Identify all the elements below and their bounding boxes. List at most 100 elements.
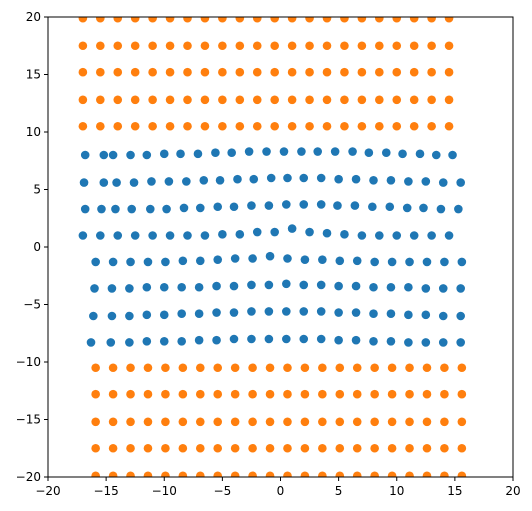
y-tick-label: −10 <box>16 355 41 369</box>
data-point <box>265 471 275 477</box>
data-point <box>422 389 432 399</box>
data-point <box>368 202 377 212</box>
data-point <box>91 389 100 399</box>
data-point <box>299 280 309 290</box>
data-point <box>113 67 123 77</box>
plot-area <box>48 17 513 477</box>
data-point <box>183 95 192 105</box>
data-point <box>264 201 274 210</box>
data-point <box>334 335 343 345</box>
data-point <box>427 17 436 23</box>
data-point <box>148 17 157 23</box>
data-point <box>159 337 169 346</box>
data-point <box>229 281 239 291</box>
data-point <box>233 174 242 184</box>
data-point <box>283 363 292 373</box>
data-point <box>178 443 188 453</box>
data-point <box>78 121 88 131</box>
data-point <box>127 204 136 214</box>
data-point <box>130 17 140 23</box>
data-point <box>305 41 314 51</box>
data-point <box>392 95 402 105</box>
data-point <box>357 41 367 51</box>
data-point <box>78 17 88 23</box>
y-tick-label: 10 <box>26 125 41 139</box>
data-point <box>182 177 191 186</box>
data-point <box>357 95 367 105</box>
data-point <box>148 121 157 131</box>
data-point <box>427 121 436 131</box>
data-point <box>80 150 90 160</box>
data-point <box>165 41 175 51</box>
data-point <box>444 121 454 131</box>
data-point <box>165 67 175 77</box>
data-point <box>179 203 189 213</box>
data-point <box>375 95 384 105</box>
data-point <box>212 308 221 317</box>
data-point <box>183 67 192 77</box>
data-point <box>375 67 384 77</box>
data-point <box>456 284 465 293</box>
data-point <box>218 17 227 23</box>
data-point <box>334 174 343 184</box>
data-point <box>113 231 123 240</box>
data-point <box>405 471 414 477</box>
data-point <box>322 95 332 105</box>
data-point <box>352 417 362 427</box>
data-point <box>177 309 186 319</box>
data-point <box>161 257 170 267</box>
data-point <box>99 178 109 187</box>
data-point <box>91 257 100 267</box>
data-point <box>108 417 118 427</box>
data-point <box>438 284 448 293</box>
x-tick-label: 15 <box>447 484 462 498</box>
data-point <box>200 41 210 51</box>
data-point <box>126 443 135 453</box>
data-point <box>107 311 117 321</box>
data-point <box>230 417 240 427</box>
data-point <box>402 203 412 213</box>
data-point <box>316 173 326 183</box>
data-point <box>195 256 205 266</box>
data-point <box>369 282 378 292</box>
data-point <box>96 95 105 105</box>
data-point <box>211 148 220 157</box>
data-point <box>405 443 414 453</box>
data-point <box>282 334 291 344</box>
data-point <box>422 257 432 267</box>
y-tick-label: 0 <box>33 240 41 254</box>
data-point <box>444 17 454 23</box>
data-point <box>421 310 431 320</box>
data-point <box>352 443 362 453</box>
data-point <box>282 279 291 289</box>
data-point <box>252 227 262 237</box>
data-point <box>330 147 340 156</box>
data-point <box>409 17 419 23</box>
data-point <box>392 231 402 240</box>
data-point <box>313 147 323 156</box>
data-point <box>422 363 432 373</box>
data-point <box>96 231 105 240</box>
data-point <box>333 201 342 210</box>
data-point <box>431 150 441 160</box>
data-point <box>229 202 239 212</box>
data-point <box>457 417 467 427</box>
data-point <box>370 363 379 373</box>
data-point <box>230 443 240 453</box>
x-tick-label: 10 <box>389 484 404 498</box>
data-point <box>392 121 402 131</box>
data-point <box>195 203 205 213</box>
data-point <box>305 95 314 105</box>
data-point <box>194 309 204 319</box>
data-point <box>409 121 419 131</box>
data-point <box>125 284 134 293</box>
data-point <box>235 41 245 51</box>
data-point <box>230 254 240 263</box>
data-point <box>161 363 170 373</box>
data-point <box>265 417 275 427</box>
data-point <box>387 417 397 427</box>
data-point <box>444 231 454 240</box>
data-point <box>440 417 449 427</box>
data-point <box>161 471 170 477</box>
data-point <box>270 41 279 51</box>
